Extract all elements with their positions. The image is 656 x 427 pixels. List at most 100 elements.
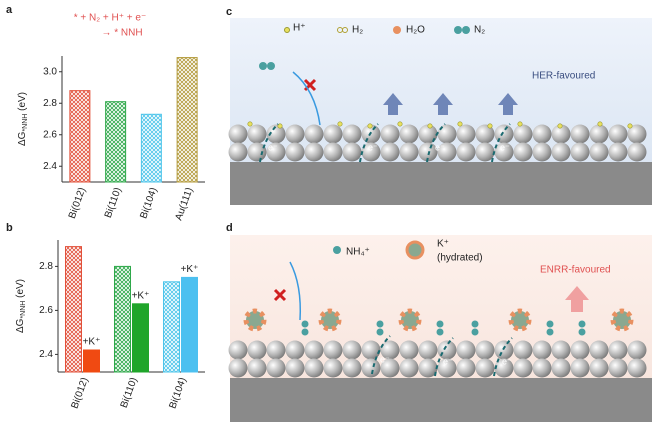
substrate	[230, 378, 652, 422]
nh3-release	[565, 286, 589, 312]
bar	[69, 90, 91, 183]
atom	[551, 358, 571, 378]
proton	[597, 121, 603, 127]
legend-text: H₂O	[406, 25, 425, 36]
atom	[608, 358, 628, 378]
legend: H⁺ H₂ H₂O N₂	[284, 23, 485, 36]
bar	[83, 349, 100, 373]
arrow	[292, 71, 321, 126]
atom	[285, 142, 305, 162]
atom	[437, 358, 457, 378]
atom	[551, 340, 571, 360]
atom	[247, 124, 267, 144]
nnh	[471, 328, 479, 336]
nnh	[436, 328, 444, 336]
atom	[399, 358, 419, 378]
nnh	[436, 320, 444, 328]
proton	[337, 121, 343, 127]
k-ion	[398, 308, 422, 332]
atom	[342, 142, 362, 162]
legend-text: N₂	[474, 25, 485, 36]
atom	[475, 124, 495, 144]
x-tick-label: Bi(012)	[69, 376, 90, 410]
atom	[418, 124, 438, 144]
bar-annotation: +K⁺	[181, 264, 199, 275]
bar	[181, 276, 198, 373]
atom	[418, 142, 438, 162]
atom	[513, 142, 533, 162]
y-axis-label-part: ΔG	[15, 318, 26, 333]
panel-label: b	[6, 222, 13, 234]
k-ion	[318, 308, 342, 332]
atom	[551, 142, 571, 162]
bar-annotation: +K⁺	[83, 337, 101, 348]
legend-text: H₂	[352, 25, 363, 36]
nnh	[546, 320, 554, 328]
electron-label: e⁻	[500, 142, 510, 152]
electron-path	[259, 123, 279, 163]
electron-path	[371, 335, 391, 375]
bar	[140, 113, 162, 183]
proton	[627, 123, 633, 129]
atom	[589, 358, 609, 378]
panel-label: a	[6, 4, 13, 16]
atom	[551, 124, 571, 144]
atom	[437, 142, 457, 162]
proton	[277, 123, 283, 129]
x-tick-label: Bi(104)	[138, 186, 159, 220]
bar	[132, 303, 149, 373]
atom	[494, 358, 514, 378]
atom	[570, 124, 590, 144]
atom	[456, 358, 476, 378]
proton	[557, 123, 563, 129]
bar	[114, 265, 131, 373]
atom	[304, 340, 324, 360]
atom	[532, 358, 552, 378]
atom	[380, 340, 400, 360]
bar	[105, 101, 127, 183]
bar-annotation: +K⁺	[132, 290, 150, 301]
atom	[266, 142, 286, 162]
electron-path	[426, 123, 446, 163]
atom	[513, 340, 533, 360]
h2-release	[383, 93, 403, 115]
atom	[513, 124, 533, 144]
atom	[475, 142, 495, 162]
atom	[304, 358, 324, 378]
atom	[266, 340, 286, 360]
nnh	[546, 328, 554, 336]
nnh	[376, 320, 384, 328]
legend-text: K⁺	[437, 239, 449, 250]
y-tick-label: 2.6	[43, 129, 57, 140]
electron-label: e⁻	[380, 354, 390, 364]
panel-label: d	[226, 222, 233, 234]
atom	[608, 124, 628, 144]
atom	[570, 142, 590, 162]
y-axis-label: ΔG*NNH (eV)	[17, 92, 30, 146]
atom	[247, 340, 267, 360]
diagram-label: HER-favoured	[532, 71, 595, 82]
n2	[267, 62, 275, 70]
x-tick-label: Bi(110)	[103, 186, 124, 219]
x-tick-label: Bi(110)	[119, 376, 140, 409]
electron-label: e⁻	[443, 356, 453, 366]
proton	[517, 121, 523, 127]
atom	[494, 142, 514, 162]
equation: * + N₂ + H⁺ + e⁻	[74, 13, 147, 24]
atom	[323, 124, 343, 144]
nnh	[578, 328, 586, 336]
atom	[475, 340, 495, 360]
y-axis-label-part: *NNH	[20, 301, 27, 319]
legend-text: H⁺	[293, 23, 306, 34]
atom	[456, 124, 476, 144]
atom	[456, 142, 476, 162]
diagram-label: ENRR-favoured	[540, 265, 611, 276]
nnh	[376, 328, 384, 336]
nnh	[578, 320, 586, 328]
x-tick-label: Bi(104)	[167, 376, 188, 410]
atom	[361, 142, 381, 162]
y-axis-label: ΔG*NNH (eV)	[15, 279, 28, 333]
k-ion	[243, 308, 267, 332]
bar	[65, 246, 82, 373]
